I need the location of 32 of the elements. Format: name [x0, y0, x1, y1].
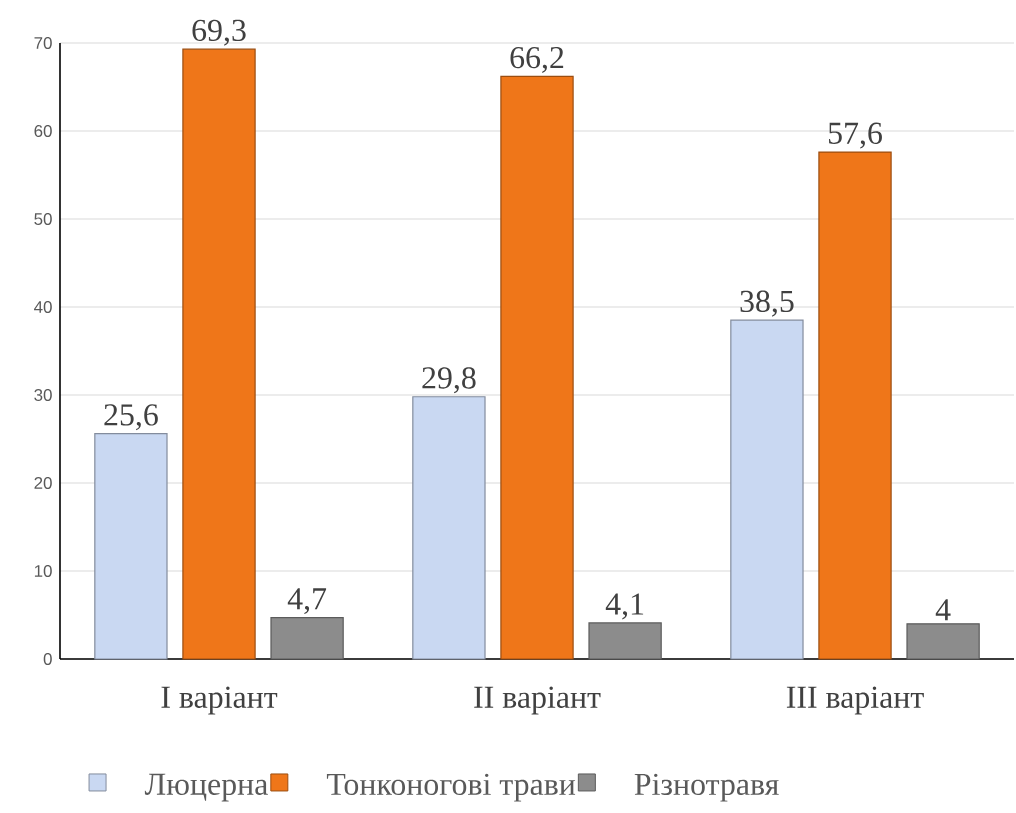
- y-tick-label: 30: [34, 389, 52, 401]
- y-tick-label: 20: [34, 477, 52, 489]
- data-label: 4,1: [605, 593, 644, 620]
- data-label: 57,6: [828, 122, 882, 149]
- data-label: 38,5: [740, 290, 794, 317]
- data-label: 25,6: [104, 404, 158, 431]
- data-label: 69,3: [192, 19, 246, 46]
- y-tick-label: 0: [43, 653, 52, 665]
- bar: [906, 623, 980, 660]
- legend-label: Різнотравя: [634, 773, 779, 802]
- data-label: 66,2: [510, 46, 564, 73]
- data-label: 4: [935, 599, 951, 621]
- y-tick-label: 70: [34, 37, 52, 49]
- bar: [182, 48, 256, 660]
- bar: [412, 396, 486, 660]
- y-tick-label: 40: [34, 301, 52, 313]
- x-tick-label: I варіант: [161, 686, 278, 715]
- bar: [94, 433, 168, 660]
- y-tick-label: 60: [34, 125, 52, 137]
- bar: [730, 319, 804, 660]
- data-label: 29,8: [422, 367, 476, 394]
- data-label: 4,7: [287, 588, 327, 615]
- legend-label: Тонконогові трави: [326, 773, 576, 802]
- x-tick-label: II варіант: [474, 686, 601, 715]
- bar: [500, 75, 574, 660]
- bar: [818, 151, 892, 660]
- bar: [270, 617, 344, 660]
- y-tick-label: 50: [34, 213, 52, 225]
- y-tick-label: 10: [34, 565, 52, 577]
- legend-label: Люцерна: [144, 773, 268, 802]
- bar: [588, 622, 662, 660]
- x-tick-label: III варіант: [786, 686, 924, 715]
